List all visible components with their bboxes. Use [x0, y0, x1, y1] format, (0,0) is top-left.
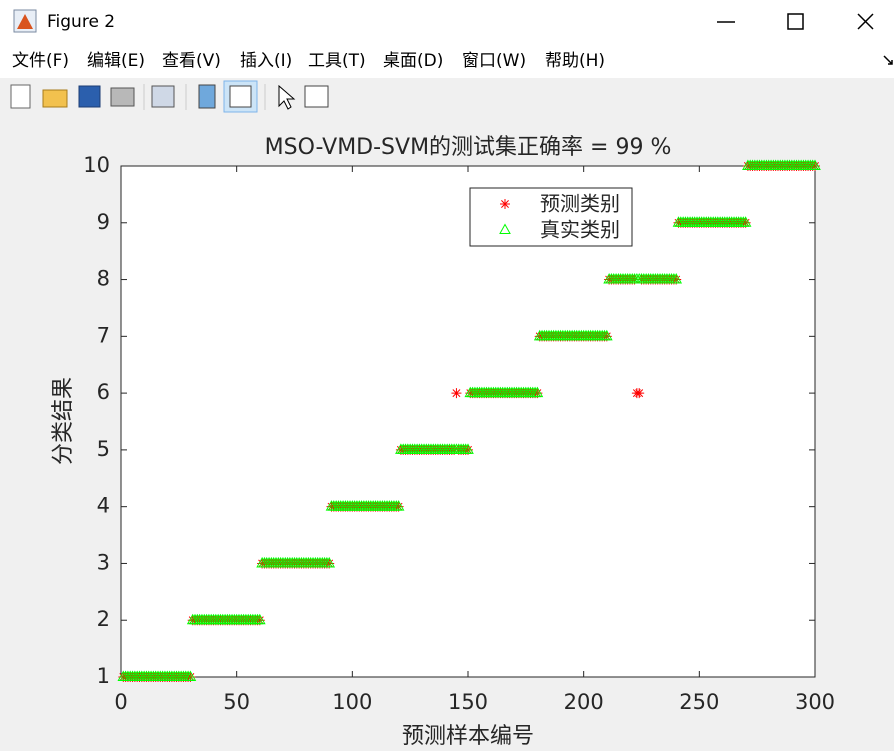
menu-item[interactable]: 编辑(E) [87, 51, 145, 71]
data-point [393, 501, 404, 512]
window-title: Figure 2 [47, 12, 115, 32]
close-button[interactable] [857, 13, 874, 30]
x-axis-label: 预测样本编号 [402, 724, 534, 749]
y-tick-label: 9 [97, 210, 110, 234]
new-button[interactable] [10, 84, 31, 109]
y-tick-label: 6 [97, 380, 110, 404]
dock-arrow[interactable] [883, 55, 893, 65]
title-bar [0, 0, 894, 78]
open-button[interactable] [42, 89, 68, 108]
x-tick-label: 200 [564, 690, 604, 714]
legend-icon [229, 85, 252, 108]
data-point [463, 444, 473, 455]
menu-item[interactable]: 插入(I) [240, 51, 292, 71]
data-point [253, 613, 266, 625]
menu-item[interactable]: 工具(T) [308, 51, 366, 71]
data-point [185, 672, 196, 682]
data-point [740, 217, 751, 228]
data-point [323, 556, 336, 568]
data-point [671, 274, 682, 285]
y-tick-label: 7 [97, 323, 110, 347]
legend-box [469, 187, 633, 247]
print-button[interactable] [110, 87, 135, 107]
data-point [392, 500, 405, 511]
menu-item[interactable]: 查看(V) [162, 51, 221, 71]
y-axis-label: 分类结果 [51, 377, 76, 465]
legend-marker [499, 223, 511, 234]
save-button[interactable] [78, 85, 101, 108]
y-tick-label: 3 [97, 550, 110, 574]
menu-item[interactable]: 窗口(W) [462, 51, 526, 71]
data-point [670, 273, 683, 284]
data-point [184, 670, 197, 681]
data-point [809, 159, 821, 170]
y-tick-label: 10 [83, 153, 110, 177]
legend-label: 预测类别 [540, 192, 620, 216]
x-tick-label: 300 [795, 690, 835, 714]
x-tick-label: 0 [114, 690, 127, 714]
menu-item[interactable]: 文件(F) [12, 51, 69, 71]
data-point [254, 615, 265, 626]
menu-item[interactable]: 帮助(H) [545, 51, 605, 71]
y-tick-label: 8 [97, 267, 110, 291]
y-tick-label: 1 [97, 664, 110, 688]
x-tick-label: 100 [332, 690, 372, 714]
chart-title: MSO-VMD-SVM的测试集正确率 = 99 % [265, 135, 672, 160]
data-point [810, 161, 820, 171]
pointer-button[interactable] [278, 84, 296, 110]
property-button[interactable] [304, 85, 329, 108]
data-point [601, 331, 612, 342]
toolbar [0, 78, 894, 115]
data-point [600, 329, 613, 341]
x-tick-label: 250 [679, 690, 719, 714]
colorbar-button[interactable] [198, 84, 216, 109]
axes-box [120, 165, 816, 678]
data-point [531, 386, 544, 398]
data-point [634, 388, 645, 399]
data-point [532, 388, 543, 399]
data-point [739, 216, 752, 227]
y-tick-label: 2 [97, 607, 110, 631]
legend-marker [500, 199, 510, 209]
data-point [451, 388, 462, 399]
maximize-button[interactable] [787, 13, 804, 30]
y-tick-label: 4 [97, 494, 110, 518]
toolbar-icons [10, 80, 329, 113]
menu-item[interactable]: 桌面(D) [383, 51, 443, 71]
legend-label: 真实类别 [540, 218, 620, 242]
plot-area [121, 166, 815, 677]
data-point [324, 558, 335, 569]
data-point [629, 274, 640, 285]
link-button[interactable] [151, 85, 175, 108]
x-tick-label: 150 [448, 690, 488, 714]
data-point [462, 443, 474, 454]
y-tick-label: 5 [97, 437, 110, 461]
app-icon-shape [17, 14, 33, 29]
x-tick-label: 50 [223, 690, 250, 714]
